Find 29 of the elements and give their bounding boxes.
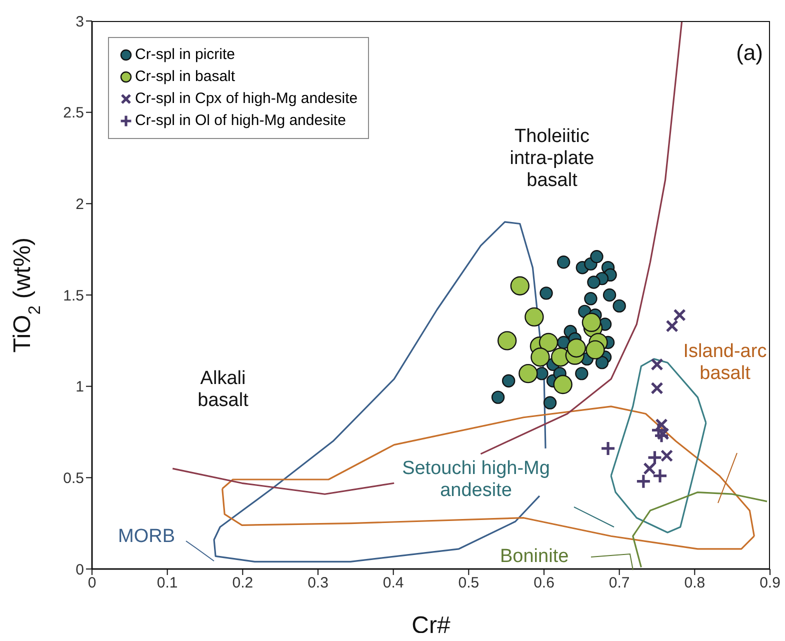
x-tick-label: 0.5 — [458, 574, 480, 592]
annotation: Boninite — [500, 546, 570, 568]
annotation: Island-arc basalt — [682, 341, 768, 385]
y-tick-label: 3 — [76, 13, 84, 30]
x-tick-label: 0.4 — [382, 574, 404, 592]
x-tick-label: 0.9 — [760, 574, 780, 592]
x-tick-label: 0.1 — [156, 574, 178, 592]
x-tick-label: 0.8 — [684, 574, 706, 592]
legend-label: Cr-spl in Cpx of high-Mg andesite — [135, 90, 358, 107]
x-tick-label: 0 — [88, 574, 96, 592]
legend-label: Cr-spl in Ol of high-Mg andesite — [135, 112, 346, 129]
annotation: Tholeiitic intra-plate basalt — [508, 126, 596, 192]
y-tick-label: 0 — [76, 561, 84, 578]
legend-label: Cr-spl in basalt — [135, 68, 236, 85]
annotation: Setouchi high-Mg andesite — [401, 458, 551, 502]
legend-label: Cr-spl in picrite — [135, 46, 236, 63]
y-tick-label: 1 — [76, 378, 84, 396]
x-tick-label: 0.3 — [308, 574, 328, 592]
annotation: MORB — [118, 526, 176, 548]
annotation: Alkali basalt — [196, 368, 250, 412]
annotation: (a) — [735, 40, 763, 66]
x-tick-label: 0.2 — [232, 574, 254, 592]
x-axis-title: Cr# — [412, 612, 451, 639]
y-tick-label: 0.5 — [63, 470, 84, 487]
y-tick-label: 2.5 — [63, 104, 84, 122]
y-tick-label: 2 — [76, 196, 84, 213]
x-tick-label: 0.7 — [608, 574, 630, 592]
x-tick-label: 0.6 — [534, 574, 554, 592]
y-tick-label: 1.5 — [63, 287, 84, 304]
